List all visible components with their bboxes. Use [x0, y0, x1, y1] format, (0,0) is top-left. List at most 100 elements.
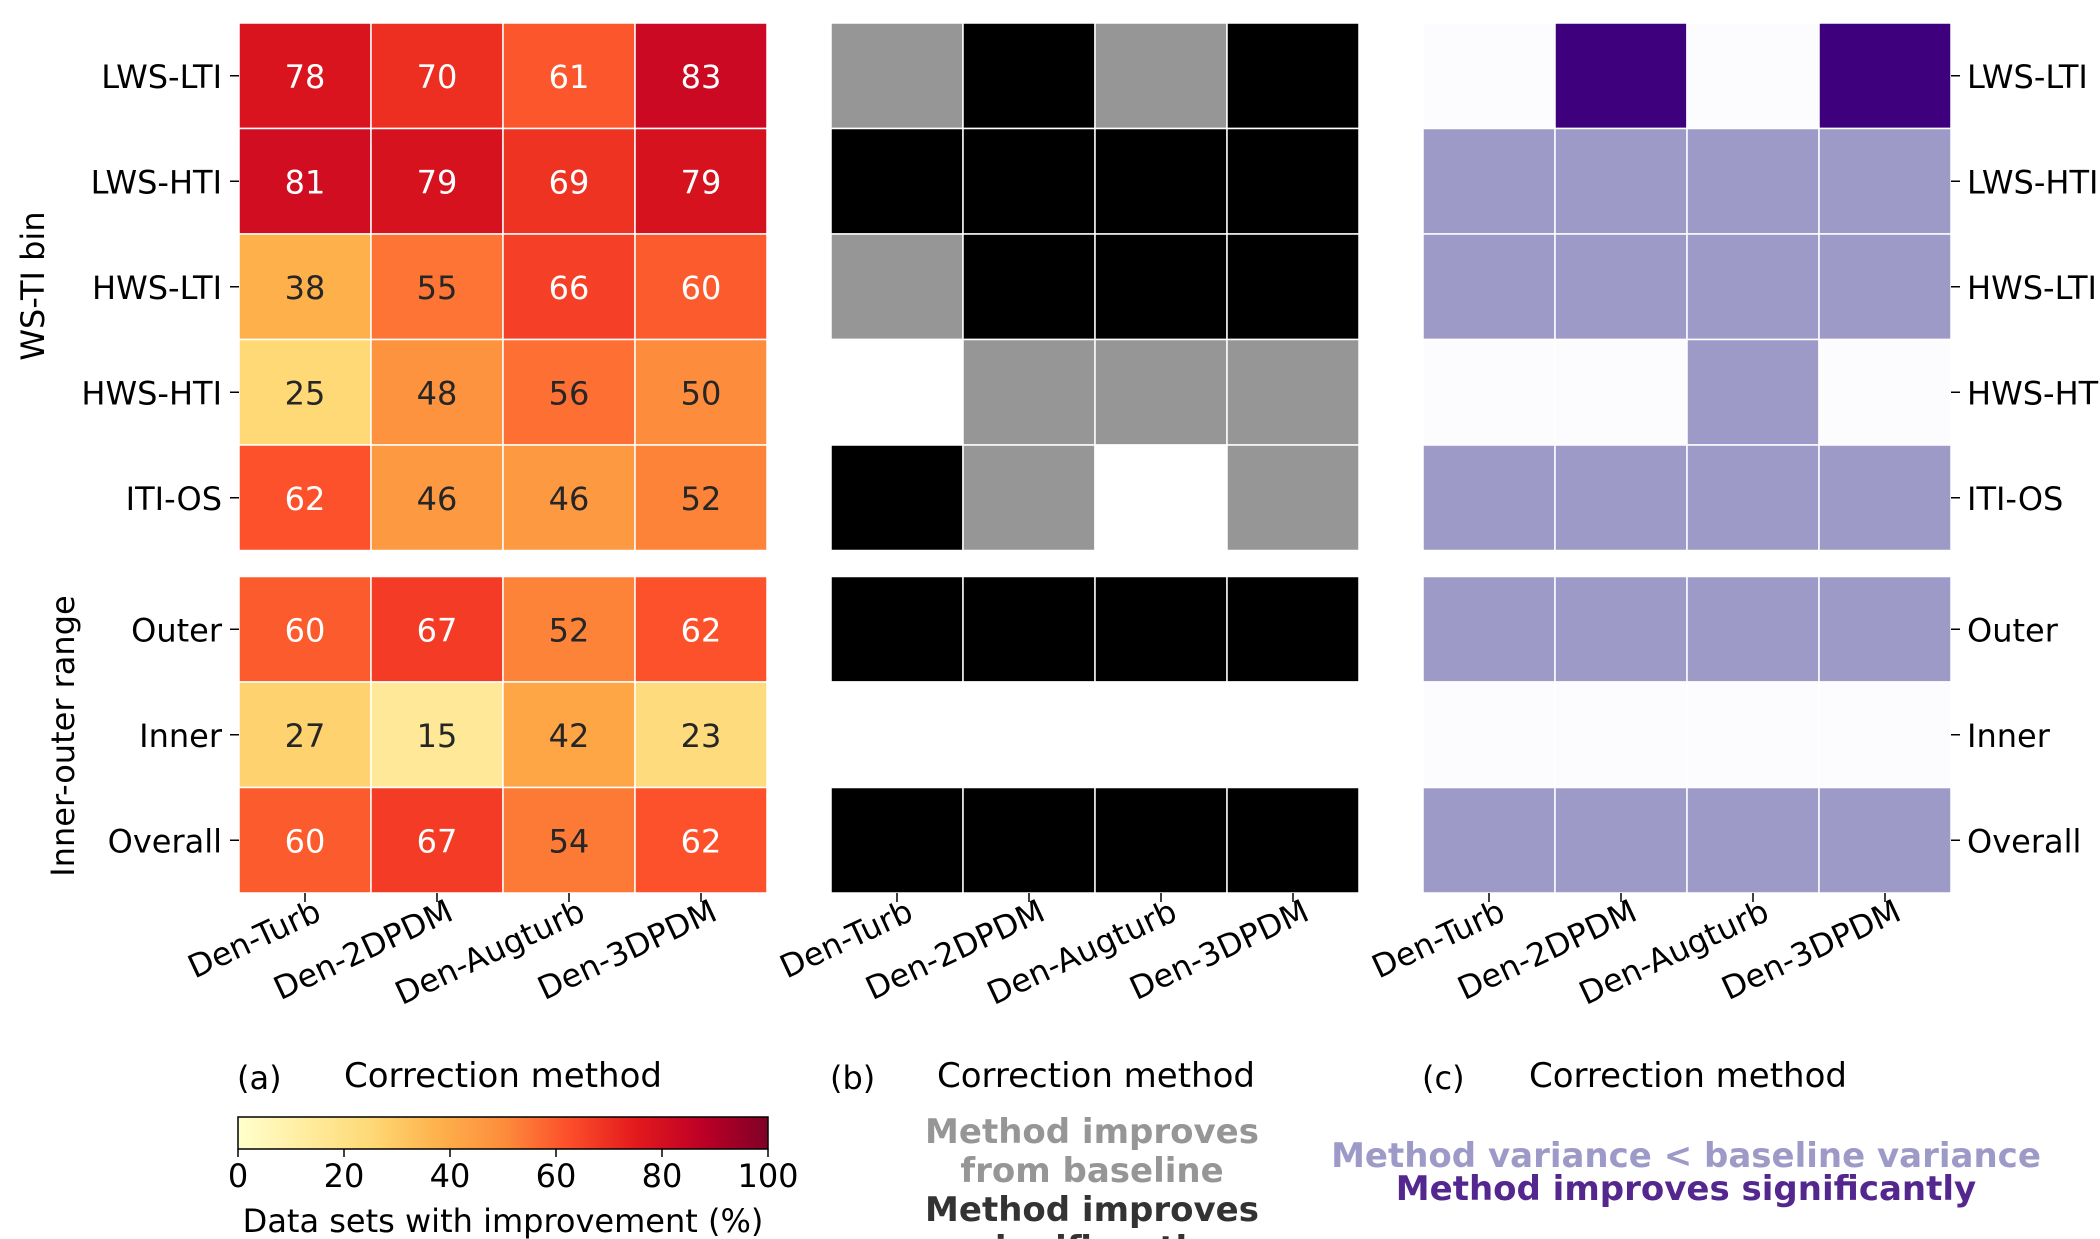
colorbar-ticks: 0 20 40 60 80 100	[228, 1149, 799, 1195]
panel-c: LWS-LTI LWS-HTI HWS-LTI HWS-HTI ITI-OS Outer I…	[1331, 22, 2100, 1209]
heatmap-c-cell-inner-den-augturb	[1686, 681, 1820, 789]
heatmap-a-cell-outer-den-2dpdm	[370, 575, 504, 683]
heatmap-c-cell-lws-hti-den-turb	[1422, 127, 1556, 235]
heatmap-a-value-overall-den-turb: 60	[285, 822, 326, 860]
panel-a-cells: 78 70 61 83 81 79 69 79 38 55 66 60 25 48 56 50 62 46 46 52…	[238, 22, 768, 894]
panel-c-ylabel-lws-hti: LWS-HTI	[1967, 163, 2098, 201]
panel-a-xlabel: Correction method	[344, 1056, 662, 1096]
heatmap-a-cell-lws-lti-den-turb	[238, 22, 372, 130]
colorbar-tick-label-0: 0	[228, 1157, 248, 1195]
heatmap-a-cell-lws-lti-den-augturb	[502, 22, 636, 130]
colorbar-label: Data sets with improvement (%)	[243, 1202, 764, 1239]
heatmap-b-cell-overall-den-3dpdm	[1226, 786, 1360, 894]
panel-a-ylabel-top: WS-TI bin	[14, 211, 52, 360]
heatmap-c-cell-lws-lti-den-augturb	[1686, 22, 1820, 130]
heatmap-c-cell-lws-hti-den-3dpdm	[1818, 127, 1952, 235]
heatmap-b-cell-overall-den-augturb	[1094, 786, 1228, 894]
heatmap-a-value-overall-den-augturb: 54	[549, 822, 590, 860]
panel-b-legend-2-line-1: Method improves	[925, 1190, 1259, 1230]
panel-a-ylabel-lws-hti: LWS-HTI	[91, 163, 222, 201]
heatmap-c-cell-outer-den-3dpdm	[1818, 575, 1952, 683]
heatmap-a-value-hws-lti-den-augturb: 66	[549, 269, 590, 307]
heatmap-c-cell-hws-lti-den-3dpdm	[1818, 233, 1952, 341]
heatmap-a-value-outer-den-2dpdm: 67	[417, 611, 458, 649]
heatmap-c-cell-iti-os-den-2dpdm	[1554, 444, 1688, 552]
heatmap-b-cell-inner-den-turb	[830, 681, 964, 789]
heatmap-a-cell-lws-lti-den-2dpdm	[370, 22, 504, 130]
panel-c-ylabel-inner: Inner	[1967, 717, 2051, 755]
heatmap-c-cell-lws-hti-den-augturb	[1686, 127, 1820, 235]
colorbar-tick-label-100: 100	[737, 1157, 798, 1195]
colorbar-tick-label-20: 20	[324, 1157, 365, 1195]
panel-b-label: (b)	[830, 1059, 875, 1097]
heatmap-b-cell-lws-lti-den-augturb	[1094, 22, 1228, 130]
colorbar: 0 20 40 60 80 100 Data sets with improvement …	[228, 1116, 799, 1239]
heatmap-a-value-lws-lti-den-3dpdm: 83	[681, 58, 722, 96]
heatmap-b-cell-overall-den-turb	[830, 786, 964, 894]
heatmap-b-cell-inner-den-3dpdm	[1226, 681, 1360, 789]
heatmap-b-cell-overall-den-2dpdm	[962, 786, 1096, 894]
heatmap-c-cell-hws-hti-den-turb	[1422, 338, 1556, 446]
panel-a-ylabel-hws-lti: HWS-LTI	[92, 269, 222, 307]
heatmap-b-cell-hws-lti-den-2dpdm	[962, 233, 1096, 341]
heatmap-c-cell-iti-os-den-turb	[1422, 444, 1556, 552]
heatmap-c-cell-hws-hti-den-augturb	[1686, 338, 1820, 446]
heatmap-a-cell-outer-den-augturb	[502, 575, 636, 683]
heatmap-a-value-lws-hti-den-3dpdm: 79	[681, 163, 722, 201]
heatmap-b-cell-hws-hti-den-2dpdm	[962, 338, 1096, 446]
panel-c-xlabel: Correction method	[1529, 1056, 1847, 1096]
heatmap-c-cell-hws-lti-den-2dpdm	[1554, 233, 1688, 341]
heatmap-c-cell-overall-den-turb	[1422, 786, 1556, 894]
panel-c-cells	[1422, 22, 1952, 894]
panel-c-ylabel-hws-hti: HWS-HTI	[1967, 374, 2100, 412]
heatmap-b-cell-inner-den-2dpdm	[962, 681, 1096, 789]
panel-c-ylabel-lws-lti: LWS-LTI	[1967, 58, 2088, 96]
heatmap-a-value-lws-hti-den-augturb: 69	[549, 163, 590, 201]
heatmap-a-cell-hws-lti-den-2dpdm	[370, 233, 504, 341]
colorbar-tick-label-40: 40	[430, 1157, 471, 1195]
panel-b-legend-1-line-2: from baseline	[960, 1151, 1223, 1191]
heatmap-c-cell-hws-lti-den-turb	[1422, 233, 1556, 341]
heatmap-c-cell-outer-den-turb	[1422, 575, 1556, 683]
heatmap-a-cell-lws-lti-den-3dpdm	[634, 22, 768, 130]
heatmap-a-value-overall-den-3dpdm: 62	[681, 822, 722, 860]
panel-c-ylabel-iti-os: ITI-OS	[1967, 480, 2063, 518]
heatmap-b-cell-lws-lti-den-turb	[830, 22, 964, 130]
panel-a-ylabel-iti-os: ITI-OS	[126, 480, 222, 518]
colorbar-gradient	[237, 1116, 769, 1150]
panel-a: 78 70 61 83 81 79 69 79 38 55 66 60 25 48 56 50 62 46 46 52…	[14, 22, 799, 1239]
heatmap-b-cell-hws-lti-den-augturb	[1094, 233, 1228, 341]
heatmap-a-cell-hws-hti-den-2dpdm	[370, 338, 504, 446]
heatmap-c-cell-inner-den-2dpdm	[1554, 681, 1688, 789]
heatmap-b-cell-hws-lti-den-3dpdm	[1226, 233, 1360, 341]
heatmap-c-cell-overall-den-2dpdm	[1554, 786, 1688, 894]
heatmap-b-cell-lws-lti-den-3dpdm	[1226, 22, 1360, 130]
panel-c-ylabel-hws-lti: HWS-LTI	[1967, 269, 2097, 307]
heatmap-c-cell-lws-lti-den-2dpdm	[1554, 22, 1688, 130]
heatmap-a-value-lws-lti-den-turb: 78	[285, 58, 326, 96]
panel-b-legend: Method improves from baseline Method imp…	[925, 1112, 1259, 1239]
heatmap-b-cell-iti-os-den-3dpdm	[1226, 444, 1360, 552]
heatmap-b-cell-lws-hti-den-augturb	[1094, 127, 1228, 235]
heatmap-a-value-lws-lti-den-augturb: 61	[549, 58, 590, 96]
heatmap-c-cell-lws-lti-den-3dpdm	[1818, 22, 1952, 130]
panel-b-xlabel: Correction method	[937, 1056, 1255, 1096]
panel-c-ylabel-outer: Outer	[1967, 611, 2059, 649]
heatmap-b-cell-hws-hti-den-turb	[830, 338, 964, 446]
heatmap-a-value-lws-lti-den-2dpdm: 70	[417, 58, 458, 96]
heatmap-b-cell-hws-lti-den-turb	[830, 233, 964, 341]
heatmap-c-cell-outer-den-2dpdm	[1554, 575, 1688, 683]
panel-a-ylabel-inner: Inner	[139, 717, 223, 755]
heatmap-a-value-hws-hti-den-turb: 25	[285, 374, 326, 412]
heatmap-c-cell-hws-hti-den-2dpdm	[1554, 338, 1688, 446]
panel-c-ylabels: LWS-LTI LWS-HTI HWS-LTI HWS-HTI ITI-OS Outer I…	[1951, 58, 2100, 860]
heatmap-c-cell-lws-hti-den-2dpdm	[1554, 127, 1688, 235]
panel-b-cells	[830, 22, 1360, 894]
heatmap-a-value-lws-hti-den-turb: 81	[285, 163, 326, 201]
panel-a-ylabel-hws-hti: HWS-HTI	[81, 374, 222, 412]
heatmap-c-cell-hws-lti-den-augturb	[1686, 233, 1820, 341]
heatmap-b-cell-iti-os-den-2dpdm	[962, 444, 1096, 552]
